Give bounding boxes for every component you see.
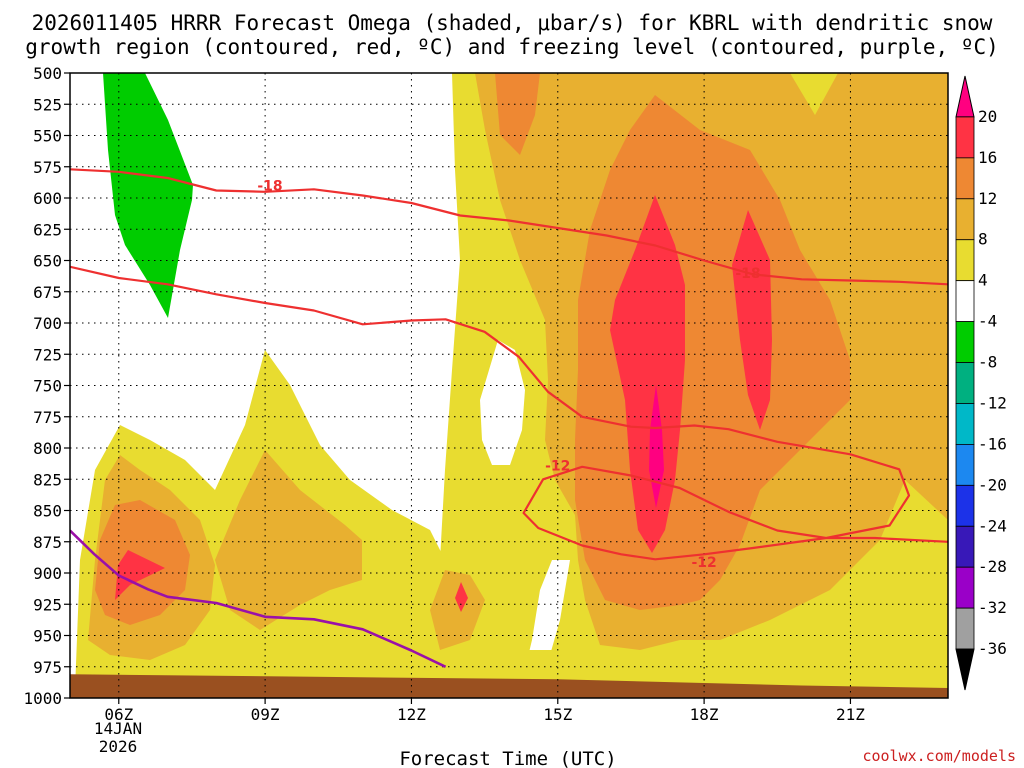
colorbar-swatch (955, 321, 975, 363)
credit-text: coolwx.com/models (862, 747, 1016, 765)
chart-title-line-1: 2026011405 HRRR Forecast Omega (shaded, … (32, 11, 993, 35)
colorbar-label: -28 (978, 557, 1007, 576)
colorbar-label: 20 (978, 107, 997, 126)
colorbar-label: 8 (978, 230, 988, 249)
colorbar-label: -16 (978, 434, 1007, 453)
omega-shade-20-core (649, 385, 664, 508)
surface-terrain (70, 674, 948, 698)
omega-shade-8-east-notch (790, 73, 838, 115)
y-tick-label: 725 (33, 345, 62, 364)
colorbar-top-arrow (955, 75, 975, 118)
x-date-label-line-2: 2026 (99, 737, 138, 756)
y-tick-label: 850 (33, 502, 62, 521)
colorbar-swatch (955, 607, 975, 650)
freezing-level-line (70, 529, 447, 668)
colorbar-label: 12 (978, 189, 997, 208)
x-tick-label: 21Z (836, 705, 865, 724)
colorbar: 20 16 12 8 4 -4 -8 -12 -16 -20 -24 -28 -32 -36 (955, 75, 1007, 691)
y-tick-label: 675 (33, 283, 62, 302)
x-tick-label: 15Z (543, 705, 572, 724)
colorbar-label: -24 (978, 516, 1007, 535)
colorbar-swatch (955, 525, 975, 568)
colorbar-label: 16 (978, 148, 997, 167)
omega-shade-16-east (732, 210, 772, 430)
colorbar-swatch (955, 403, 975, 445)
omega-shade-white-pocket (480, 340, 525, 465)
dgz-contour-line (70, 265, 948, 561)
y-axis: 500 525 550 575 600 625 650 675 700 725 750 775 800 8… (23, 64, 70, 708)
colorbar-label: -20 (978, 475, 1007, 494)
omega-shade-16-main (610, 195, 685, 553)
x-axis-label: Forecast Time (UTC) (399, 748, 616, 768)
colorbar-swatch (955, 157, 975, 200)
colorbar-swatch (955, 116, 975, 159)
omega-shade-8-small (430, 570, 485, 650)
y-tick-label: 825 (33, 470, 62, 489)
y-tick-label: 550 (33, 127, 62, 146)
colorbar-swatch (955, 566, 975, 609)
y-tick-label: 525 (33, 95, 62, 114)
x-axis: 06Z 09Z 12Z 15Z 18Z 21Z (104, 698, 865, 724)
omega-shade-12-top (495, 73, 540, 155)
omega-shade-neg-green (103, 73, 193, 318)
colorbar-label: -12 (978, 393, 1007, 412)
x-tick-label: 18Z (690, 705, 719, 724)
y-tick-label: 625 (33, 220, 62, 239)
grid-lines (70, 73, 948, 698)
chart-title-line-2: growth region (contoured, red, ºC) and f… (25, 35, 999, 59)
colorbar-swatch (955, 280, 975, 322)
y-tick-label: 975 (33, 658, 62, 677)
colorbar-label: -32 (978, 598, 1007, 617)
y-tick-label: 650 (33, 252, 62, 271)
colorbar-label: -4 (978, 312, 997, 331)
colorbar-swatch (955, 484, 975, 527)
y-tick-label: 950 (33, 627, 62, 646)
x-tick-label: 12Z (397, 705, 426, 724)
contour-label: -18 (735, 266, 760, 282)
contour-label: -12 (545, 459, 570, 475)
y-tick-label: 925 (33, 595, 62, 614)
colorbar-swatch (955, 443, 975, 486)
colorbar-label: 4 (978, 271, 988, 290)
temperature-contours: -18 -18 -12 -12 (70, 168, 948, 668)
omega-shade-16-small (455, 582, 468, 612)
y-tick-label: 575 (33, 158, 62, 177)
y-tick-label: 500 (33, 64, 62, 83)
colorbar-bottom-arrow (955, 648, 975, 691)
plot-area: -18 -18 -12 -12 (70, 73, 948, 698)
omega-shade-8-mid (215, 450, 362, 630)
y-tick-label: 1000 (23, 689, 62, 708)
y-tick-label: 900 (33, 564, 62, 583)
y-tick-label: 600 (33, 189, 62, 208)
colorbar-label: -36 (978, 639, 1007, 658)
colorbar-label: -8 (978, 353, 997, 372)
omega-shade-16-west (115, 550, 165, 600)
contour-label: -18 (257, 179, 282, 195)
dgz-contour-line (70, 168, 948, 286)
colorbar-swatch (955, 362, 975, 404)
x-tick-label: 09Z (251, 705, 280, 724)
x-date-label-line-1: 14JAN (94, 719, 142, 738)
y-tick-label: 700 (33, 314, 62, 333)
omega-shading (75, 73, 948, 690)
y-tick-label: 750 (33, 377, 62, 396)
colorbar-swatch (955, 239, 975, 282)
contour-label: -12 (691, 555, 716, 571)
x-tick-label: 06Z (104, 705, 133, 724)
y-tick-label: 800 (33, 439, 62, 458)
colorbar-swatch (955, 198, 975, 241)
y-tick-label: 775 (33, 408, 62, 427)
y-tick-label: 875 (33, 533, 62, 552)
